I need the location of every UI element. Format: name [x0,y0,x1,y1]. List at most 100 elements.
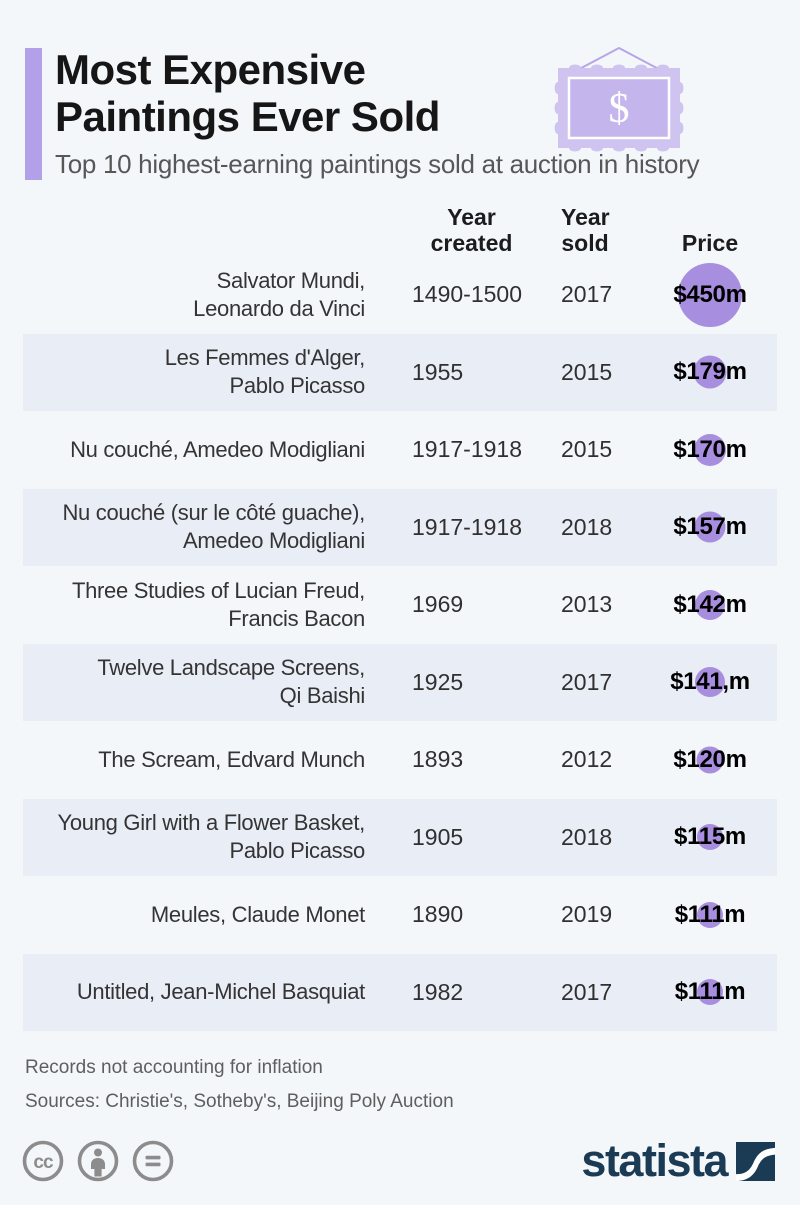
year-sold-cell: 2017 [561,978,613,1005]
painting-name-cell: Nu couché, Amedeo Modigliani [23,436,365,464]
price-value: $111m [674,978,746,1006]
statista-logo-mark [736,1141,775,1181]
painting-name-line: Salvator Mundi, [216,267,366,293]
header-year-sold: Year sold [561,204,610,256]
sources: Sources: Christie's, Sotheby's, Beijing … [25,1091,454,1112]
price-cell: $141,m [663,667,777,698]
price-cell: $111m [663,901,777,929]
painting-name-line: Meules, Claude Monet [150,901,365,927]
painting-name-cell: Nu couché (sur le côté guache), Amedeo Mo… [23,499,365,555]
painting-name-line: Nu couché, Amedeo Modigliani [70,436,365,462]
price-cell: $450m [663,262,777,327]
price-value: $141,m [670,668,750,696]
price-bubble-wrap: $179m [673,355,747,389]
painting-name-cell: Three Studies of Lucian Freud, Francis Ba… [23,577,365,633]
painting-name-cell: The Scream, Edvard Munch [23,746,365,774]
painting-name-line: The Scream, Edvard Munch [98,746,365,772]
year-created-cell: 1905 [412,823,464,850]
table-row: Les Femmes d'Alger, Pablo Picasso 1955 2015… [23,333,777,411]
price-bubble-wrap: $450m [673,262,747,327]
price-bubble [693,433,726,466]
price-bubble-wrap: $115m [674,823,746,851]
painting-name-line: Young Girl with a Flower Basket, [57,810,365,836]
price-bubble-wrap: $120m [673,746,747,774]
year-sold-cell: 2015 [561,358,613,385]
table-header: Year created Year sold Price [23,204,777,256]
painting-frame-icon: $ [554,46,684,152]
table-row: Salvator Mundi, Leonardo da Vinci 1490-150… [23,256,777,334]
painting-name-cell: Salvator Mundi, Leonardo da Vinci [23,267,365,323]
price-bubble [677,262,742,327]
table-row: Three Studies of Lucian Freud, Francis Ba… [23,566,777,644]
price-bubble-wrap: $111m [675,901,746,929]
year-sold-cell: 2017 [561,668,613,695]
price-cell: $115m [663,823,777,851]
page-title-line-2: Paintings Ever Sold [55,93,440,140]
year-sold-cell: 2017 [561,281,613,308]
painting-name-line: Leonardo da Vinci [193,295,365,321]
year-created-cell: 1917-1918 [412,513,522,540]
painting-name-cell: Untitled, Jean-Michel Basquiat [23,978,365,1006]
painting-name-cell: Twelve Landscape Screens, Qi Baishi [23,654,365,710]
table-row: Nu couché, Amedeo Modigliani 1917-1918 201… [23,411,777,489]
price-value: $111m [674,900,746,928]
price-cell: $120m [663,746,777,774]
painting-name-line: Three Studies of Lucian Freud, [71,577,365,603]
painting-name-line: Pablo Picasso [229,838,365,864]
footer-bottom: cc statista [21,1135,775,1186]
table-row: Untitled, Jean-Michel Basquiat 1982 2017 $1… [23,953,777,1031]
header-year-created: Year created [430,204,513,256]
price-bubble [696,746,724,774]
price-bubble [693,355,727,389]
year-created-cell: 1969 [412,591,464,618]
painting-name-line: Les Femmes d'Alger, [164,345,366,371]
table-row: Meules, Claude Monet 1890 2019 $111m [23,876,777,954]
year-created-cell: 1925 [412,668,464,695]
cc-icon: cc [22,1140,64,1182]
table-row: Twelve Landscape Screens, Qi Baishi 1925 20… [23,643,777,721]
painting-name-cell: Les Femmes d'Alger, Pablo Picasso [23,344,366,400]
page-title: Most Expensive Paintings Ever Sold [55,46,800,140]
year-created-cell: 1917-1918 [412,436,522,463]
statista-wordmark: statista [581,1135,728,1186]
year-sold-cell: 2012 [561,746,613,773]
year-sold-cell: 2015 [561,436,613,463]
price-cell: $111m [663,978,777,1006]
painting-name-line: Amedeo Modigliani [182,528,365,554]
price-bubble-wrap: $141,m [670,667,750,698]
no-derivatives-icon [132,1140,174,1182]
year-sold-cell: 2018 [561,513,613,540]
price-cell: $142m [663,589,777,620]
price-bubble-wrap: $142m [673,589,747,620]
statista-logo: statista [581,1135,775,1186]
price-bubble [696,824,723,851]
price-value: $157m [673,513,747,541]
painting-name-line: Untitled, Jean-Michel Basquiat [76,979,365,1005]
price-bubble [694,589,725,620]
table-row: Young Girl with a Flower Basket, Pablo Pi… [23,798,777,876]
year-created-cell: 1890 [412,901,464,928]
price-bubble-wrap: $170m [673,433,747,466]
year-created-cell: 1955 [412,358,464,385]
price-bubble [694,667,725,698]
attribution-icon [77,1140,119,1182]
price-cell: $170m [663,433,777,466]
painting-name-line: Twelve Landscape Screens, [97,655,365,681]
price-bubble-wrap: $157m [673,511,747,543]
painting-name-line: Francis Bacon [228,605,365,631]
dollar-sign-glyph: $ [609,86,630,132]
svg-text:cc: cc [33,1152,54,1173]
price-bubble [697,901,723,928]
accent-bar [25,48,42,180]
table-row: The Scream, Edvard Munch 1893 2012 $120m [23,721,777,799]
license-icons: cc [21,1139,175,1183]
page-title-line-1: Most Expensive [55,46,366,93]
price-value: $170m [673,435,747,463]
year-created-cell: 1893 [412,746,464,773]
price-bubble [697,979,723,1006]
year-sold-cell: 2013 [561,591,613,618]
year-sold-cell: 2018 [561,823,613,850]
painting-name-line: Pablo Picasso [229,373,365,399]
painting-name-line: Nu couché (sur le côté guache), [62,500,365,526]
